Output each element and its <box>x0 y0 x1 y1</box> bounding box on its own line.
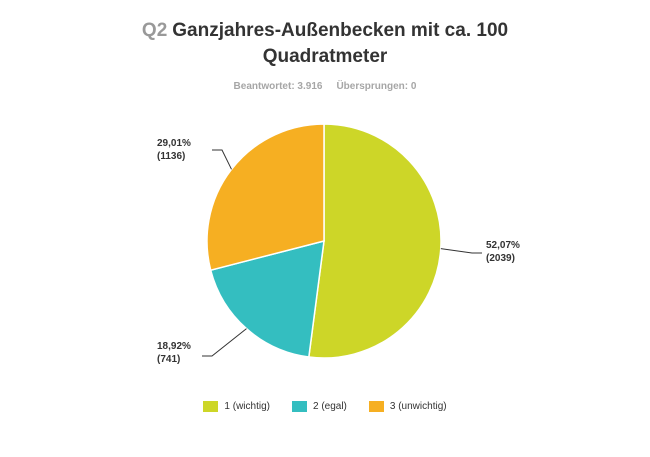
legend-label: 1 (wichtig) <box>224 401 270 412</box>
pie-slice <box>206 123 325 272</box>
pie-slice <box>307 123 442 359</box>
question-number: Q2 <box>141 20 168 41</box>
leader-line <box>202 328 247 357</box>
legend-swatch <box>291 401 307 412</box>
legend-item-egal: 2 (egal) <box>291 401 347 412</box>
legend-item-unwichtig: 3 (unwichtig) <box>368 401 447 412</box>
response-stats: Beantwortet: 3.916 Übersprungen: 0 <box>0 81 650 92</box>
skipped-count: Übersprungen: 0 <box>336 81 417 92</box>
title-line-1: Ganzjahres-Außenbecken mit ca. 100 <box>172 20 509 41</box>
legend-swatch <box>203 401 219 412</box>
leader-line <box>212 149 232 170</box>
legend-swatch <box>368 401 384 412</box>
title-line-2: Quadratmeter <box>262 46 388 67</box>
answered-count: Beantwortet: 3.916 <box>233 81 323 92</box>
legend-label: 3 (unwichtig) <box>389 401 447 412</box>
data-label: 52,07% (2039) <box>486 240 520 264</box>
chart-title: Q2 Ganzjahres-Außenbecken mit ca. 100 Qua… <box>0 18 650 70</box>
data-label: 18,92% (741) <box>157 341 191 365</box>
legend-item-wichtig: 1 (wichtig) <box>203 401 270 412</box>
chart-legend: 1 (wichtig) 2 (egal) 3 (unwichtig) <box>0 401 650 412</box>
leader-line <box>440 248 482 254</box>
data-label: 29,01% (1136) <box>157 138 191 162</box>
legend-label: 2 (egal) <box>312 401 347 412</box>
